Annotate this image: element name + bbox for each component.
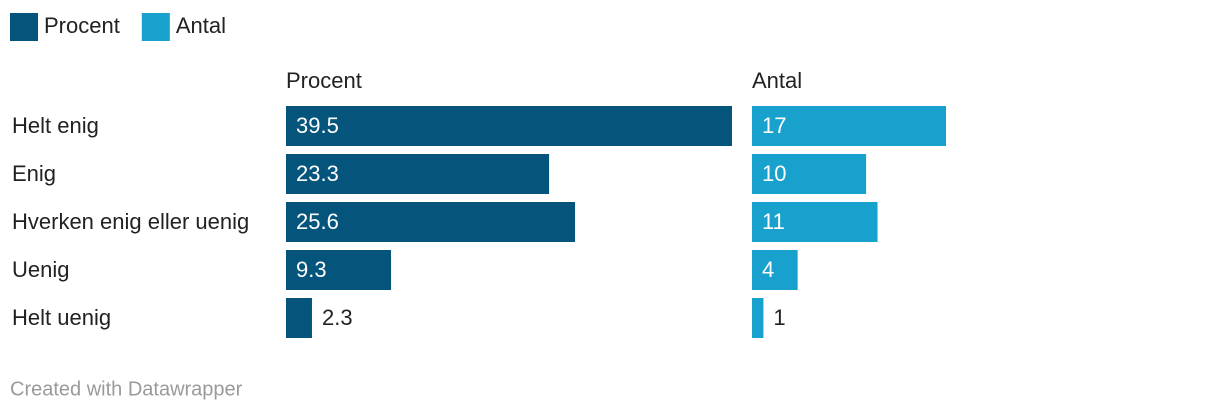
- panel-title: Procent: [286, 68, 362, 93]
- legend-label: Procent: [44, 13, 120, 38]
- value-label: 17: [762, 113, 786, 138]
- bar: [752, 154, 867, 194]
- value-label: 25.6: [296, 209, 339, 234]
- panel-title: Antal: [752, 68, 802, 93]
- bar: [752, 298, 764, 338]
- value-label: 4: [762, 257, 774, 282]
- category-label: Uenig: [12, 257, 69, 282]
- legend-swatch: [141, 13, 170, 41]
- credit: Created with Datawrapper: [10, 378, 243, 400]
- legend-label: Antal: [176, 13, 226, 38]
- value-label: 39.5: [296, 113, 339, 138]
- bar: [752, 202, 878, 242]
- value-label: 10: [762, 161, 786, 186]
- bar: [286, 298, 312, 338]
- category-label: Helt enig: [12, 113, 99, 138]
- value-label: 23.3: [296, 161, 339, 186]
- bar: [752, 106, 946, 146]
- value-label: 9.3: [296, 257, 327, 282]
- bar: [286, 202, 576, 242]
- category-label: Helt uenig: [12, 305, 111, 330]
- bar: [752, 250, 798, 290]
- value-label: 11: [762, 209, 785, 234]
- value-label: 1: [773, 305, 785, 330]
- category-label: Enig: [12, 161, 56, 186]
- bar: [286, 106, 732, 146]
- category-label: Hverken enig eller uenig: [12, 209, 249, 234]
- bar: [286, 250, 392, 290]
- bar: [286, 154, 550, 194]
- legend-swatch: [10, 13, 38, 41]
- value-label: 2.3: [322, 305, 353, 330]
